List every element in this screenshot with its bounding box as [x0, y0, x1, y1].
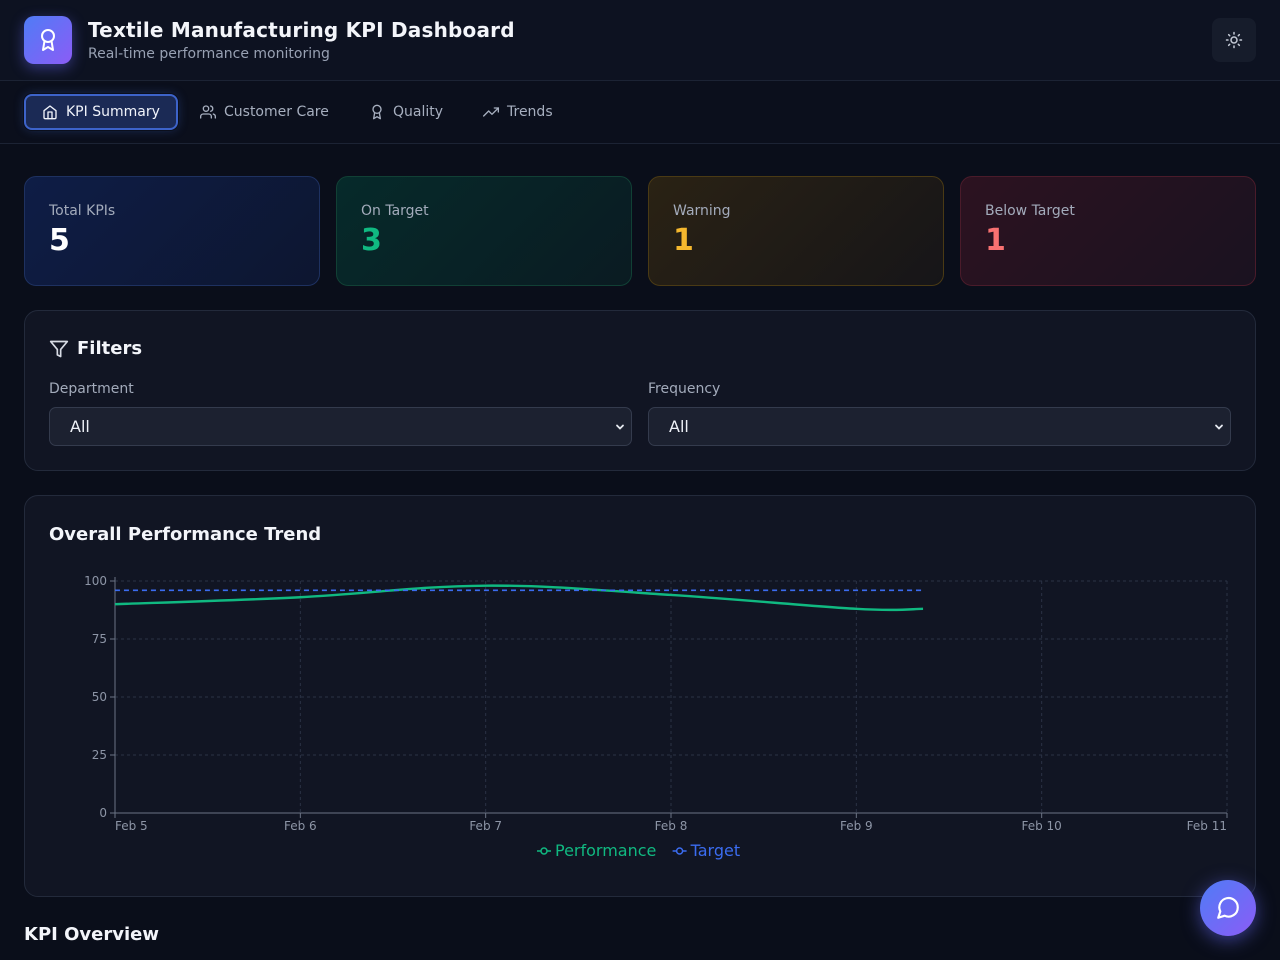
y-tick-label: 50	[92, 690, 107, 704]
stat-card-total-kpis: Total KPIs 5	[24, 176, 320, 286]
chevron-down-icon	[1215, 424, 1223, 430]
kpi-overview-title: KPI Overview	[24, 924, 159, 945]
x-tick-label: Feb 10	[1021, 819, 1061, 833]
trending-up-icon	[483, 107, 499, 117]
tab-trends[interactable]: Trends	[467, 94, 569, 130]
tab-kpi-summary[interactable]: KPI Summary	[24, 94, 178, 130]
series-line-performance	[114, 584, 924, 612]
filters-panel: Filters Department All Frequency All	[24, 310, 1256, 471]
legend-marker-dot	[540, 847, 548, 855]
stat-card-warning: Warning 1	[648, 176, 944, 286]
award-icon	[41, 29, 55, 51]
filter-icon	[49, 340, 69, 358]
tab-bar: KPI Summary Customer Care Quality Trends	[0, 81, 1280, 144]
chevron-down-icon	[616, 424, 624, 430]
home-icon	[43, 105, 57, 120]
stat-label: Warning	[673, 203, 731, 219]
stat-label: On Target	[361, 203, 429, 219]
users-icon	[200, 105, 216, 119]
app-logo	[24, 16, 72, 64]
x-tick-label: Feb 7	[469, 819, 502, 833]
department-select[interactable]: All	[49, 407, 632, 446]
legend-marker-dot	[675, 847, 684, 855]
app-subtitle: Real-time performance monitoring	[88, 46, 330, 62]
stat-value: 1	[673, 223, 694, 258]
stat-card-below-target: Below Target 1	[960, 176, 1256, 286]
y-tick-label: 0	[99, 806, 107, 820]
message-circle-icon	[1217, 896, 1239, 919]
department-select-value: All	[70, 417, 90, 436]
frequency-select-value: All	[669, 417, 689, 436]
y-tick-label: 100	[84, 574, 107, 588]
tab-label: KPI Summary	[66, 104, 160, 120]
tab-quality[interactable]: Quality	[353, 94, 459, 130]
x-tick-label: Feb 8	[655, 819, 688, 833]
theme-toggle-button[interactable]	[1212, 18, 1256, 62]
stat-label: Total KPIs	[49, 203, 116, 219]
x-tick-label: Feb 5	[115, 819, 148, 833]
app-header: Textile Manufacturing KPI Dashboard Real…	[0, 0, 1280, 81]
legend-label-target: Target	[690, 841, 741, 860]
x-tick-label: Feb 6	[284, 819, 317, 833]
app-title: Textile Manufacturing KPI Dashboard	[88, 18, 515, 42]
sun-icon	[1225, 31, 1243, 49]
performance-trend-panel: Overall Performance Trend 0 25 50 75 100 Feb …	[24, 495, 1256, 897]
tab-label: Customer Care	[224, 104, 329, 120]
x-tick-label: Feb 11	[1187, 819, 1227, 833]
tab-customer-care[interactable]: Customer Care	[184, 94, 345, 130]
frequency-select[interactable]: All	[648, 407, 1231, 446]
frequency-label: Frequency	[648, 381, 721, 397]
y-tick-label: 25	[92, 748, 107, 762]
y-tick-label: 75	[92, 632, 107, 646]
legend-label-performance: Performance	[555, 841, 656, 860]
performance-trend-chart: 0 25 50 75 100 Feb 5 Feb 6 Feb 7 Feb 8 Feb 9 Feb 1…	[84, 574, 1228, 860]
stat-card-on-target: On Target 3	[336, 176, 632, 286]
filters-title: Filters	[77, 338, 143, 359]
stat-value: 5	[49, 223, 70, 258]
stat-label: Below Target	[985, 203, 1075, 219]
stat-value: 3	[361, 223, 382, 258]
department-label: Department	[49, 381, 134, 397]
stat-value: 1	[985, 223, 1006, 258]
chart-title: Overall Performance Trend	[49, 524, 322, 545]
award-icon	[372, 104, 382, 120]
tab-label: Quality	[393, 104, 444, 120]
chat-button[interactable]	[1200, 880, 1256, 936]
tab-label: Trends	[507, 104, 553, 120]
x-tick-label: Feb 9	[840, 819, 873, 833]
